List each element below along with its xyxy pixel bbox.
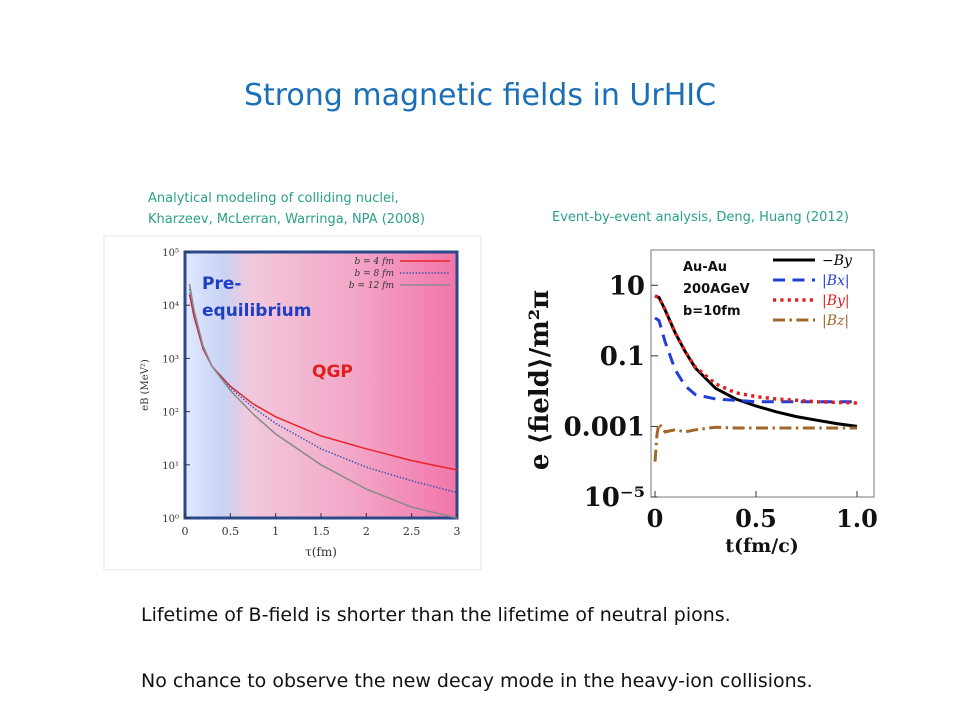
left-ylabel: eB (MeV²) (140, 359, 151, 411)
left-x-tick-label: 1 (272, 525, 279, 538)
left-legend-label: b = 4 fm (355, 257, 394, 267)
left-chart-caption: Analytical modeling of colliding nuclei,… (148, 188, 425, 230)
conclusion-line-2: No chance to observe the new decay mode … (141, 670, 813, 692)
conclusion-line-1: Lifetime of B-field is shorter than the … (141, 604, 731, 626)
left-y-tick-label: 10³ (162, 354, 179, 365)
left-y-tick-label: 10⁴ (162, 301, 179, 312)
right-plot-frame (650, 249, 875, 498)
left-y-tick-label: 10¹ (162, 461, 179, 472)
left-caption-line1: Analytical modeling of colliding nuclei, (148, 191, 399, 206)
left-plot-background (183, 250, 459, 520)
left-caption-line2: Kharzeev, McLerran, Warringa, NPA (2008) (148, 212, 425, 227)
left-legend-label: b = 8 fm (355, 269, 394, 279)
left-xlabel: τ(fm) (305, 545, 337, 559)
energy-label: 200AGeV (683, 282, 750, 297)
right-series-line (654, 316, 857, 404)
right-x-tick-label: 1.0 (836, 504, 878, 533)
right-xlabel: t(fm/c) (725, 535, 799, 557)
qgp-label: QGP (312, 362, 353, 382)
right-legend-label: |By| (822, 293, 850, 309)
right-y-tick-label: 10 (609, 271, 645, 301)
pre-equilibrium-label-line2: equilibrium (202, 301, 311, 321)
left-series-line (188, 294, 458, 471)
pre-equilibrium-label-line1: Pre- (202, 274, 241, 294)
left-legend-label: b = 12 fm (349, 281, 394, 291)
slide-title: Strong magnetic fields in UrHIC (243, 78, 717, 113)
left-x-tick-label: 1.5 (312, 525, 330, 538)
right-ylabel: e ⟨field⟩/m²π (525, 290, 555, 470)
right-y-tick-label: 0.001 (564, 412, 645, 442)
left-x-tick-label: 2.5 (403, 525, 421, 538)
right-series-line (654, 294, 858, 405)
right-x-tick-label: 0 (647, 504, 664, 533)
left-y-tick-label: 10⁵ (162, 248, 179, 259)
right-series-line (653, 419, 857, 462)
left-series-line (188, 283, 458, 519)
left-x-tick-label: 2 (363, 525, 370, 538)
impact-parameter-label: b=10fm (683, 304, 741, 319)
right-y-tick-label: 10⁻⁵ (584, 483, 645, 513)
right-legend-label: |Bx| (822, 273, 850, 289)
left-x-tick-label: 3 (454, 525, 461, 538)
right-legend-label: |Bz| (822, 313, 849, 329)
right-legend-label: −By (822, 253, 853, 269)
right-x-tick-label: 0.5 (735, 504, 777, 533)
left-y-tick-label: 10² (162, 408, 179, 419)
right-y-tick-label: 0.1 (600, 342, 645, 372)
left-x-tick-label: 0 (182, 525, 189, 538)
left-x-tick-label: 0.5 (222, 525, 240, 538)
au-au-label: Au-Au (683, 260, 727, 275)
right-chart-caption: Event-by-event analysis, Deng, Huang (20… (552, 210, 849, 225)
left-y-tick-label: 10⁰ (162, 514, 179, 525)
